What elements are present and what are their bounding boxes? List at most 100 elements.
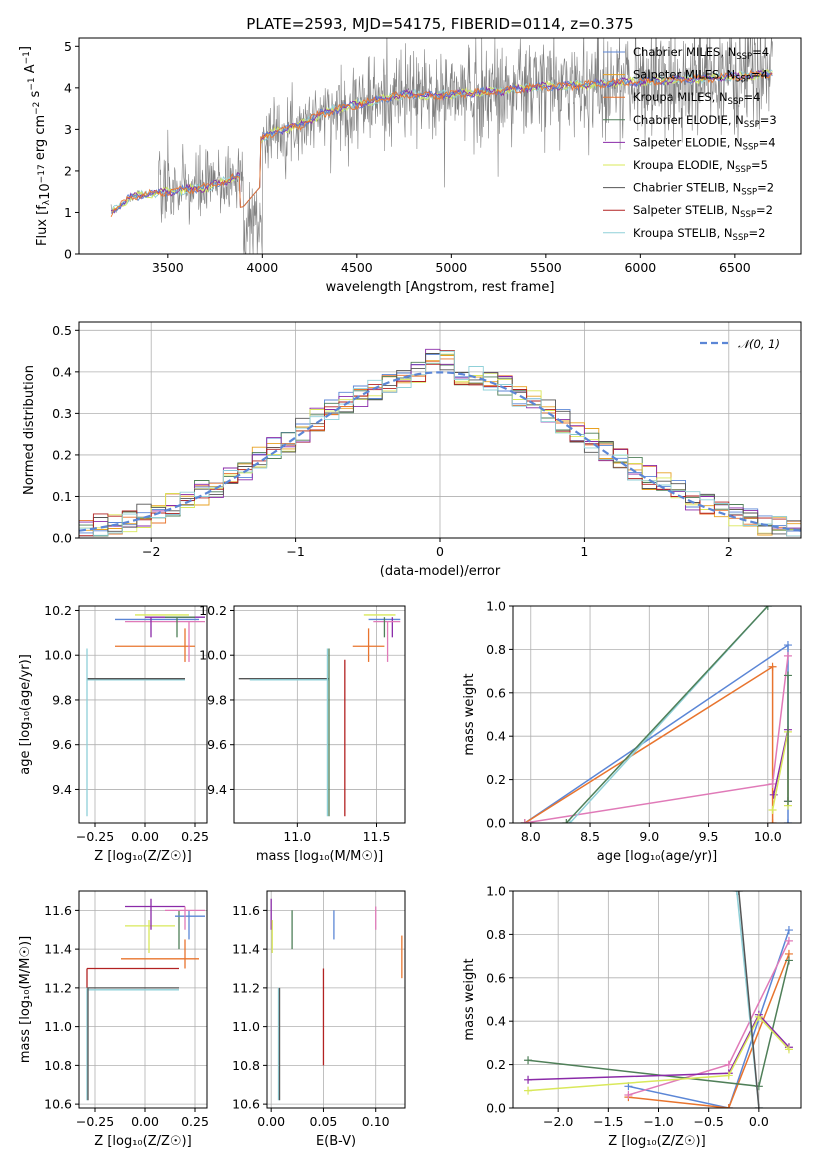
series-point-pink xyxy=(520,819,529,823)
y-tick-label: 11.6 xyxy=(44,903,72,918)
y-tick-label: 10.0 xyxy=(199,648,227,663)
plot-area xyxy=(238,614,401,817)
x-tick-label: 8.5 xyxy=(580,829,600,844)
series-point-salpeter_elodie xyxy=(524,1075,533,1084)
y-tick-label: 0.3 xyxy=(52,406,72,421)
y-tick-label: 9.8 xyxy=(207,692,227,707)
x-tick-label: 1 xyxy=(580,544,588,559)
y-tick-label: 3 xyxy=(64,122,72,137)
panel-age_vs_Z: −0.25 0.00 0.25 9.4 9.6 9.8 10.0 10.2 Z [log₁₀(Z… xyxy=(18,603,209,864)
axes-frame xyxy=(78,37,802,255)
y-tick-label: 1.0 xyxy=(486,599,506,614)
series-point-chabrier_stelib xyxy=(734,891,743,895)
chart-title: PLATE=2593, MJD=54175, FIBERID=0114, z=0… xyxy=(246,15,633,33)
x-axis-label: Z [log₁₀(Z/Z☉)] xyxy=(608,1134,705,1149)
y-tick-label: 9.8 xyxy=(52,692,72,707)
y-tick-label: 10.6 xyxy=(232,1097,260,1112)
series-line-kroupa_elodie xyxy=(528,1015,790,1092)
axes-frame xyxy=(512,605,802,824)
y-axis-label: mass weight xyxy=(462,673,477,755)
y-tick-label: 4 xyxy=(64,80,72,95)
legend-entry: Chabrier MILES, NSSP=4 xyxy=(633,45,769,62)
x-tick-label: 2 xyxy=(725,544,733,559)
y-axis-label: mass [log₁₀(M/M☉)] xyxy=(18,936,33,1063)
plot-area xyxy=(270,898,403,1101)
series-point-pink xyxy=(768,779,777,788)
series-point-chabrier_elodie xyxy=(783,671,792,680)
y-tick-label: 0.4 xyxy=(486,1014,506,1029)
series-line-kroupa_miles xyxy=(628,953,790,1108)
y-tick-label: 0 xyxy=(64,247,72,262)
x-tick-label: 11.0 xyxy=(283,829,311,844)
series-line-salpeter_elodie xyxy=(528,1013,790,1081)
x-axis-label: age [log₁₀(age/yr)] xyxy=(597,849,718,864)
y-tick-label: 10.2 xyxy=(199,603,227,618)
y-axis-label: age [log₁₀(age/yr)] xyxy=(18,654,33,775)
x-tick-label: 11.5 xyxy=(363,829,391,844)
x-tick-label: 5500 xyxy=(530,260,562,275)
y-tick-label: 11.2 xyxy=(44,980,72,995)
series-line-chabrier_elodie xyxy=(565,606,769,823)
series-point-pink xyxy=(783,651,792,660)
x-tick-label: −0.25 xyxy=(76,1114,114,1129)
legend-entry: 𝒩(0, 1) xyxy=(738,337,780,351)
series-point-kroupa_elodie xyxy=(784,1045,793,1054)
series-point-kroupa_elodie xyxy=(768,805,777,814)
x-tick-label: 0.0 xyxy=(749,1114,769,1129)
panel-spectrum: 3500 4000 4500 5000 5500 6000 6500 0 1 2 3 4 5 wavele… xyxy=(18,15,802,295)
x-tick-label: −1.5 xyxy=(593,1114,623,1129)
series-point-kroupa_stelib xyxy=(565,819,574,823)
x-tick-label: −0.5 xyxy=(693,1114,723,1129)
y-tick-label: 11.4 xyxy=(44,942,72,957)
y-axis-label: Flux [fλ10−17 erg cm−2 s−1 A−1] xyxy=(18,46,53,246)
x-axis-label: mass [log₁₀(M/M☉)] xyxy=(256,849,383,864)
y-axis-label: Normed distribution xyxy=(22,365,37,495)
y-tick-label: 2 xyxy=(64,163,72,178)
series-point-chabrier_stelib xyxy=(754,1104,763,1108)
y-tick-label: 10.8 xyxy=(44,1058,72,1073)
series-point-kroupa_elodie xyxy=(754,1012,763,1021)
x-tick-label: 6500 xyxy=(719,260,751,275)
series-point-pink xyxy=(724,1060,733,1069)
y-tick-label: 0.2 xyxy=(52,447,72,462)
y-tick-label: 0.6 xyxy=(486,685,506,700)
series-line-kroupa_miles xyxy=(524,665,774,823)
y-tick-label: 9.6 xyxy=(207,737,227,752)
x-tick-label: −0.25 xyxy=(76,829,114,844)
legend-entry: Kroupa STELIB, NSSP=2 xyxy=(633,226,765,243)
series-point-chabrier_miles xyxy=(784,926,793,935)
series-point-salpeter_elodie xyxy=(769,790,778,799)
legend: Chabrier MILES, NSSP=4 Salpeter MILES, NS… xyxy=(603,45,777,243)
x-tick-label: 0.25 xyxy=(181,829,209,844)
legend-entry: Kroupa ELODIE, NSSP=5 xyxy=(633,158,768,175)
series-line-chabrier_miles xyxy=(524,643,789,823)
series-line-chabrier_stelib xyxy=(738,891,760,1108)
panel-mass_vs_ebv: 0.00 0.05 0.10 10.6 10.8 11.0 11.2 11.4 11.6 E(B-… xyxy=(232,890,406,1149)
series-point-chabrier_elodie xyxy=(562,819,571,823)
panel-mass_vs_Z: −0.25 0.00 0.25 10.6 10.8 11.0 11.2 11.4 11.6 Z [… xyxy=(18,890,209,1149)
x-tick-label: 10.0 xyxy=(754,829,782,844)
y-tick-label: 0.6 xyxy=(486,970,506,985)
x-tick-label: 5000 xyxy=(435,260,467,275)
axes-frame xyxy=(233,605,406,824)
normal-curve xyxy=(79,371,801,532)
x-tick-label: 0.00 xyxy=(131,829,159,844)
panel-massweight_vs_Z: −2.0 −1.5 −1.0 −0.5 0.0 0.0 0.2 0.4 0.6 0.8 1.0 Z [… xyxy=(462,884,802,1149)
y-tick-label: 0.5 xyxy=(52,323,72,338)
axes-frame xyxy=(78,321,802,539)
y-tick-label: 10.2 xyxy=(44,603,72,618)
x-tick-label: 9.5 xyxy=(699,829,719,844)
y-tick-label: 11.0 xyxy=(232,1019,260,1034)
x-tick-label: 3500 xyxy=(152,260,184,275)
y-tick-label: 9.4 xyxy=(52,782,72,797)
y-tick-label: 0.0 xyxy=(52,531,72,546)
panel-massweight_vs_age: 8.0 8.5 9.0 9.5 10.0 0.0 0.2 0.4 0.6 0.8 1.0 age [l… xyxy=(462,599,802,864)
x-axis-label: Z [log₁₀(Z/Z☉)] xyxy=(94,849,191,864)
series-point-chabrier_elodie xyxy=(763,606,772,610)
y-tick-label: 0.2 xyxy=(486,772,506,787)
series-point-pink xyxy=(624,1090,633,1099)
x-tick-label: 0.10 xyxy=(362,1114,390,1129)
x-tick-label: 9.0 xyxy=(639,829,659,844)
plot-area xyxy=(110,38,773,254)
x-tick-label: 0.00 xyxy=(257,1114,285,1129)
